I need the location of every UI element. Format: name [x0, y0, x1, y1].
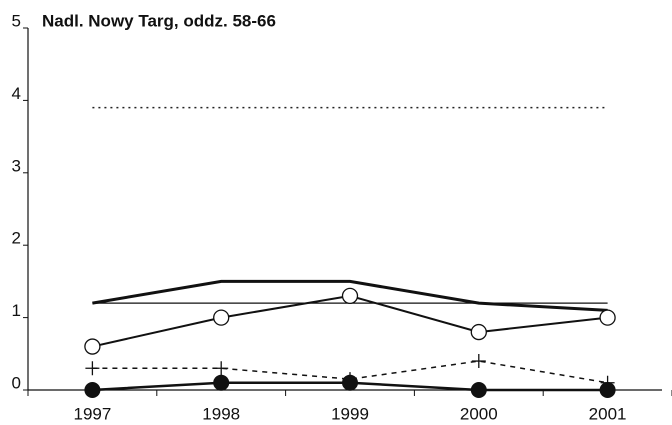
- y-tick-label: 0: [12, 373, 21, 392]
- marker: [84, 382, 101, 398]
- marker: [84, 338, 101, 355]
- marker: [213, 309, 230, 326]
- x-tick-label: 1998: [202, 404, 240, 423]
- marker: [599, 382, 616, 398]
- marker: [214, 361, 229, 376]
- marker: [85, 361, 100, 376]
- series-line: [92, 360, 608, 384]
- marker: [213, 374, 230, 391]
- chart-title: Nadl. Nowy Targ, oddz. 58-66: [42, 11, 276, 30]
- x-tick-label: 1999: [331, 404, 369, 423]
- x-tick-label: 2001: [589, 404, 627, 423]
- y-tick-label: 5: [12, 11, 21, 30]
- series-line: [92, 279, 608, 312]
- marker: [471, 354, 486, 369]
- y-tick-label: 4: [12, 84, 21, 103]
- x-tick-label: 1997: [73, 404, 111, 423]
- marker: [599, 309, 616, 326]
- marker: [342, 374, 358, 391]
- y-tick-label: 1: [12, 301, 21, 320]
- marker: [470, 382, 487, 398]
- y-tick-label: 3: [12, 156, 21, 175]
- marker: [470, 323, 487, 341]
- y-tick-label: 2: [12, 229, 21, 248]
- marker: [341, 287, 359, 305]
- x-tick-label: 2000: [460, 404, 498, 423]
